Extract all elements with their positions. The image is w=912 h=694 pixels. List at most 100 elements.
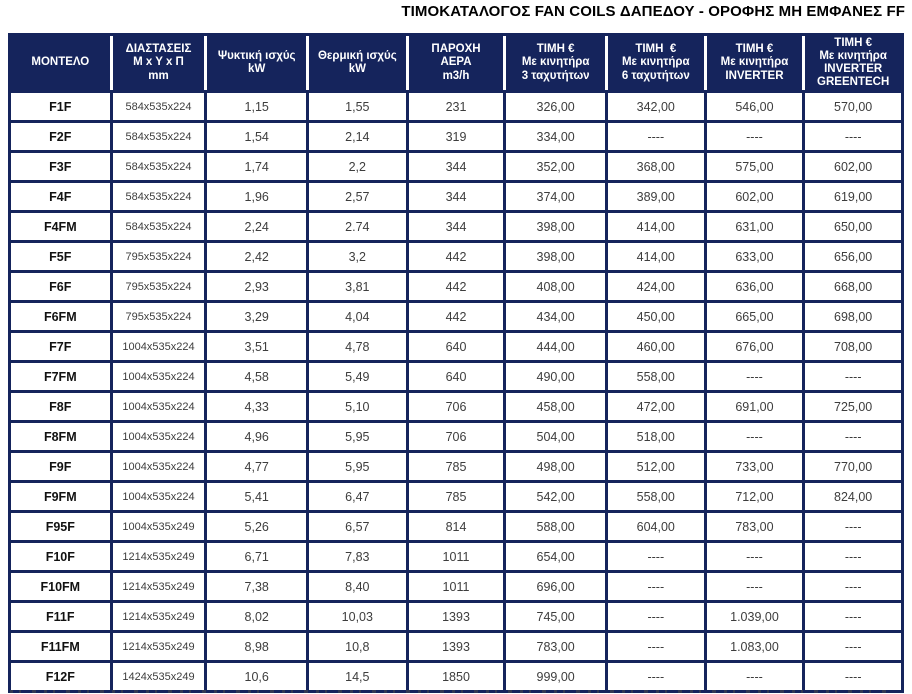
value-cell: 733,00 <box>706 453 803 480</box>
value-cell: 636,00 <box>706 273 803 300</box>
model-cell: F4F <box>11 183 110 210</box>
table-row: F6FM 795x535x224 3,29 4,04 442 434,00 450,00 66… <box>11 303 901 330</box>
value-cell: 633,00 <box>706 243 803 270</box>
model-cell: F6FM <box>11 303 110 330</box>
value-cell: 602,00 <box>805 153 901 180</box>
value-cell: 2,2 <box>308 153 406 180</box>
value-cell: 2,42 <box>207 243 306 270</box>
value-cell: 5,26 <box>207 513 306 540</box>
value-cell: 231 <box>408 93 504 120</box>
value-cell: 1393 <box>408 603 504 630</box>
table-row: F3F 584x535x224 1,74 2,2 344 352,00 368,00 575,… <box>11 153 901 180</box>
value-cell: 770,00 <box>805 453 901 480</box>
value-cell: 319 <box>408 123 504 150</box>
model-cell: F4FM <box>11 213 110 240</box>
value-cell: 708,00 <box>805 333 901 360</box>
column-header: ΔΙΑΣΤΑΣΕΙΣ M x Y x Π mm <box>112 36 205 90</box>
table-row: F95F 1004x535x249 5,26 6,57 814 588,00 604,00 7… <box>11 513 901 540</box>
table-row: F9FM 1004x535x224 5,41 6,47 785 542,00 558,00 7… <box>11 483 901 510</box>
value-cell: 1004x535x224 <box>112 453 205 480</box>
value-cell: 4,77 <box>207 453 306 480</box>
value-cell: 2,24 <box>207 213 306 240</box>
value-cell: ---- <box>805 123 901 150</box>
value-cell: 10,6 <box>207 663 306 690</box>
value-cell: 558,00 <box>607 363 704 390</box>
value-cell: ---- <box>607 543 704 570</box>
model-cell: F3F <box>11 153 110 180</box>
value-cell: ---- <box>805 633 901 660</box>
value-cell: 14,5 <box>308 663 406 690</box>
value-cell: ---- <box>607 573 704 600</box>
table-row: F5F 795x535x224 2,42 3,2 442 398,00 414,00 633,… <box>11 243 901 270</box>
model-cell: F8F <box>11 393 110 420</box>
value-cell: 1,54 <box>207 123 306 150</box>
value-cell: 1.083,00 <box>706 633 803 660</box>
value-cell: 374,00 <box>506 183 605 210</box>
value-cell: 575,00 <box>706 153 803 180</box>
value-cell: ---- <box>607 123 704 150</box>
table-row: F9F 1004x535x224 4,77 5,95 785 498,00 512,00 73… <box>11 453 901 480</box>
value-cell: 1011 <box>408 573 504 600</box>
value-cell: 398,00 <box>506 243 605 270</box>
value-cell: 398,00 <box>506 213 605 240</box>
value-cell: 414,00 <box>607 243 704 270</box>
value-cell: ---- <box>706 363 803 390</box>
value-cell: 368,00 <box>607 153 704 180</box>
value-cell: 1,15 <box>207 93 306 120</box>
value-cell: 8,02 <box>207 603 306 630</box>
value-cell: 442 <box>408 303 504 330</box>
value-cell: 1.039,00 <box>706 603 803 630</box>
value-cell: 3,2 <box>308 243 406 270</box>
value-cell: 706 <box>408 393 504 420</box>
value-cell: 460,00 <box>607 333 704 360</box>
value-cell: 698,00 <box>805 303 901 330</box>
value-cell: 326,00 <box>506 93 605 120</box>
model-cell: F12F <box>11 663 110 690</box>
table-row: F10F 1214x535x249 6,71 7,83 1011 654,00 ---- --… <box>11 543 901 570</box>
value-cell: 745,00 <box>506 603 605 630</box>
table-row: F7FM 1004x535x224 4,58 5,49 640 490,00 558,00-… <box>11 363 901 390</box>
value-cell: 588,00 <box>506 513 605 540</box>
value-cell: 5,95 <box>308 453 406 480</box>
table-row: F6F 795x535x224 2,93 3,81 442 408,00 424,00 636… <box>11 273 901 300</box>
value-cell: 4,33 <box>207 393 306 420</box>
table-row: F4F 584x535x224 1,96 2,57 344 374,00 389,00 602… <box>11 183 901 210</box>
value-cell: 10,8 <box>308 633 406 660</box>
model-cell: F5F <box>11 243 110 270</box>
value-cell: 691,00 <box>706 393 803 420</box>
model-cell: F1F <box>11 93 110 120</box>
value-cell: 1004x535x224 <box>112 363 205 390</box>
value-cell: 1,96 <box>207 183 306 210</box>
value-cell: 1214x535x249 <box>112 543 205 570</box>
value-cell: 1004x535x249 <box>112 513 205 540</box>
column-header: ΤΙΜΗ € Με κινητήρα 3 ταχυτήτων <box>506 36 605 90</box>
value-cell: ---- <box>607 633 704 660</box>
value-cell: ---- <box>805 363 901 390</box>
model-cell: F10FM <box>11 573 110 600</box>
column-header: ΜΟΝΤΕΛΟ <box>11 36 110 90</box>
value-cell: 518,00 <box>607 423 704 450</box>
value-cell: 344 <box>408 153 504 180</box>
value-cell: 3,51 <box>207 333 306 360</box>
value-cell: 1393 <box>408 633 504 660</box>
value-cell: 1214x535x249 <box>112 603 205 630</box>
value-cell: 408,00 <box>506 273 605 300</box>
table-row: F2F 584x535x224 1,54 2,14 319 334,00 ---- ---- -… <box>11 123 901 150</box>
value-cell: 602,00 <box>706 183 803 210</box>
value-cell: 668,00 <box>805 273 901 300</box>
value-cell: 512,00 <box>607 453 704 480</box>
value-cell: 1004x535x224 <box>112 393 205 420</box>
value-cell: 334,00 <box>506 123 605 150</box>
value-cell: 631,00 <box>706 213 803 240</box>
value-cell: ---- <box>706 663 803 690</box>
value-cell: ---- <box>805 603 901 630</box>
value-cell: 342,00 <box>607 93 704 120</box>
value-cell: 795x535x224 <box>112 243 205 270</box>
value-cell: 584x535x224 <box>112 123 205 150</box>
page-title: ΤΙΜΟΚΑΤΑΛΟΓΟΣ FAN COILS ΔΑΠΕΔΟΥ - ΟΡΟΦΗΣ… <box>401 3 905 20</box>
value-cell: 344 <box>408 183 504 210</box>
model-cell: F2F <box>11 123 110 150</box>
value-cell: 725,00 <box>805 393 901 420</box>
column-header: ΤΙΜΗ € Με κινητήρα INVERTER <box>706 36 803 90</box>
value-cell: 7,38 <box>207 573 306 600</box>
